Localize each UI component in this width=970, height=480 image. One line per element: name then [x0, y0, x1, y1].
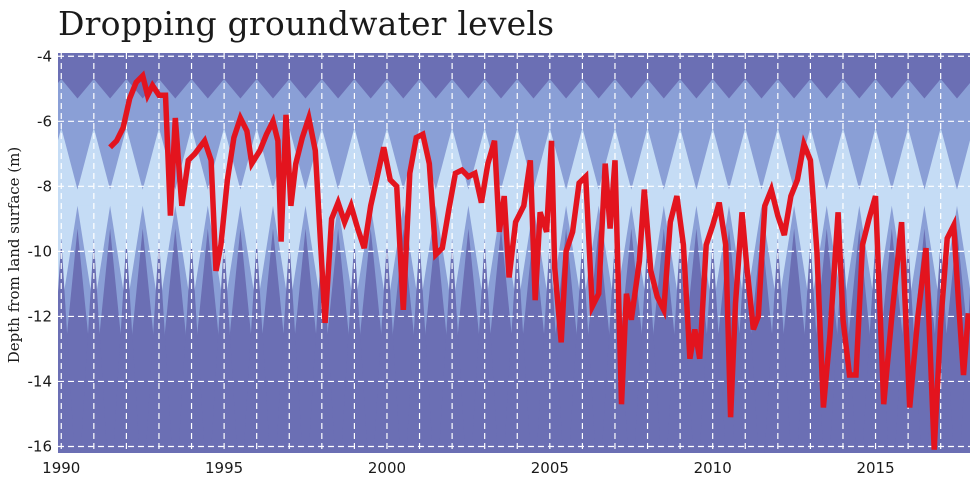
y-tick-label: -10 — [28, 242, 53, 260]
band-light-strip — [58, 189, 970, 206]
y-tick-label: -12 — [28, 307, 53, 325]
band-dark-tooth — [58, 238, 75, 453]
chart-title: Dropping groundwater levels — [58, 4, 555, 43]
series-line-1 — [108, 70, 970, 450]
y-axis-label: Depth from land surface (m) — [5, 147, 23, 363]
y-tick-label: -6 — [37, 112, 52, 130]
x-tick-label: 2000 — [368, 459, 406, 477]
band-dark-tooth — [960, 292, 970, 453]
x-tick-label: 1995 — [205, 459, 243, 477]
band-light — [957, 140, 970, 289]
series-layer — [108, 70, 970, 450]
band-light — [58, 127, 78, 310]
y-axis-ticks: -4 -6 -8 -10 -12 -14 -16 — [28, 47, 53, 455]
x-tick-label: 2005 — [531, 459, 569, 477]
y-tick-label: -16 — [28, 437, 53, 455]
x-tick-label: 2015 — [856, 459, 894, 477]
y-tick-label: -4 — [37, 47, 52, 65]
x-axis-ticks: 1990 1995 2000 2005 2010 2015 — [42, 459, 894, 477]
x-tick-label: 1990 — [42, 459, 80, 477]
y-tick-label: -8 — [37, 177, 52, 195]
grid-lines — [58, 53, 970, 453]
y-tick-label: -14 — [28, 372, 53, 390]
x-tick-label: 2010 — [694, 459, 732, 477]
